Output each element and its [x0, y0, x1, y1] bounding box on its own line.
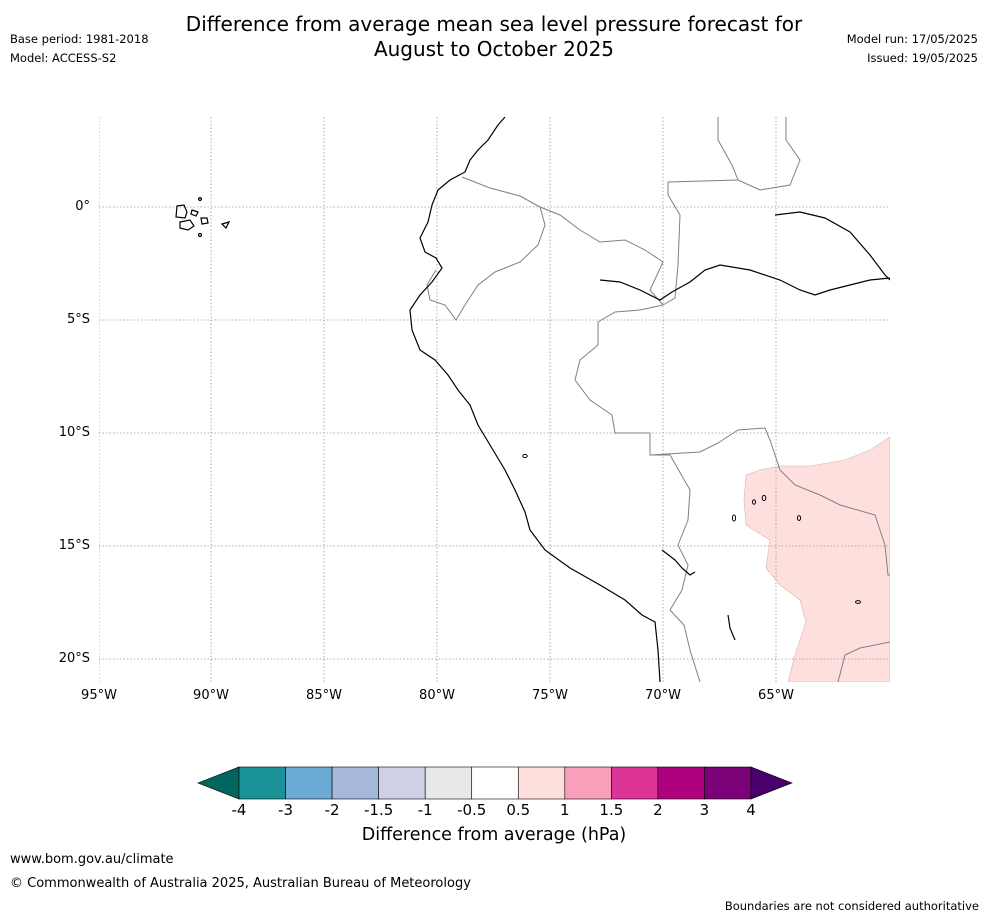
boundary-note: Boundaries are not considered authoritat…	[724, 899, 979, 913]
positive-anomaly-region	[743, 436, 890, 682]
latitude-gridlines	[99, 206, 890, 660]
colorbar-tick-label: -3	[278, 801, 294, 819]
lat-label-20s: 20°S	[58, 651, 90, 666]
title-line-2: August to October 2025	[373, 37, 615, 61]
colorbar-label: Difference from average (hPa)	[361, 825, 627, 845]
colorbar-tick-label: -2	[324, 801, 340, 819]
copyright-text: © Commonwealth of Australia 2025, Austra…	[10, 876, 471, 891]
issued-text: Issued: 19/05/2025	[867, 51, 978, 65]
model-text: Model: ACCESS-S2	[10, 51, 117, 65]
longitude-gridlines	[99, 117, 777, 682]
colorbar-segment	[285, 766, 333, 800]
colorbar-arrow-high	[750, 766, 793, 800]
lon-label-80w: 80°W	[419, 688, 455, 703]
colorbar-segment	[704, 766, 752, 800]
lon-label-95w: 95°W	[81, 688, 117, 703]
country-borders	[426, 117, 890, 682]
lon-label-85w: 85°W	[306, 688, 342, 703]
lon-label-70w: 70°W	[645, 688, 681, 703]
colorbar-tick-label: 2	[653, 801, 663, 819]
colorbar-segment	[238, 766, 286, 800]
colorbar-segment	[331, 766, 379, 800]
colorbar-tick-label: -1	[417, 801, 433, 819]
lat-label-5s: 5°S	[66, 312, 90, 327]
colorbar-segment	[378, 766, 426, 800]
colorbar-tick-label: -0.5	[457, 801, 487, 819]
website-text: www.bom.gov.au/climate	[10, 852, 174, 867]
colorbar-segment	[424, 766, 473, 800]
colorbar-tick-label: 4	[746, 801, 756, 819]
galapagos-islands	[175, 197, 231, 238]
colorbar-tick-label: 1	[560, 801, 570, 819]
colorbar-arrow-low	[197, 766, 240, 800]
coastline	[409, 117, 890, 682]
lon-label-90w: 90°W	[193, 688, 229, 703]
lat-label-0: 0°	[75, 199, 90, 214]
colorbar	[197, 766, 793, 800]
lon-label-65w: 65°W	[758, 688, 794, 703]
chart-title: Difference from average mean sea level p…	[0, 12, 988, 62]
colorbar-tick-label: 1.5	[599, 801, 624, 819]
colorbar-tick-label: -4	[231, 801, 247, 819]
lat-label-10s: 10°S	[58, 425, 90, 440]
colorbar-segment	[471, 766, 519, 800]
colorbar-segment	[611, 766, 659, 800]
colorbar-segment	[517, 766, 566, 800]
header-left: Base period: 1981-2018 Model: ACCESS-S2	[10, 30, 149, 68]
lon-label-75w: 75°W	[532, 688, 568, 703]
colorbar-tick-label: 3	[699, 801, 710, 819]
colorbar-tick-label: 0.5	[506, 801, 531, 819]
title-line-1: Difference from average mean sea level p…	[185, 12, 803, 36]
header-right: Model run: 17/05/2025 Issued: 19/05/2025	[847, 30, 978, 68]
lakes	[522, 453, 861, 604]
lat-label-15s: 15°S	[58, 538, 90, 553]
colorbar-segment	[564, 766, 612, 800]
colorbar-segment	[657, 766, 705, 800]
base-period-text: Base period: 1981-2018	[10, 32, 149, 46]
colorbar-tick-label: -1.5	[363, 801, 394, 819]
model-run-text: Model run: 17/05/2025	[846, 32, 978, 46]
